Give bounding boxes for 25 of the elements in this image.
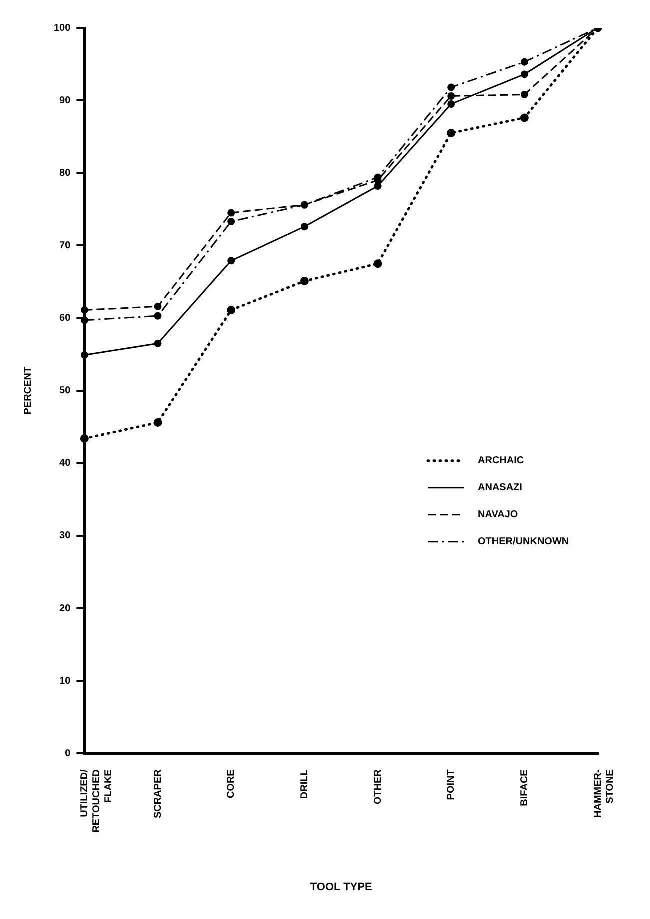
y-tick-label: 90 [60,95,72,106]
y-tick-label: 0 [65,748,72,760]
y-tick-label: 10 [60,676,72,687]
legend-label: OTHER/UNKNOWN [478,536,570,548]
y-tick-label: 40 [60,458,72,470]
x-axis-title: TOOL TYPE [310,881,372,894]
x-tick-label: CORE [226,769,238,799]
x-tick-label: SCRAPER [152,768,164,819]
x-tick-label: UTILIZED/RETOUCHED FLAKE [79,769,114,833]
y-tick-label: 50 [60,386,72,397]
x-tick-label: POINT [446,770,458,800]
y-tick-label: 80 [60,168,72,179]
y-tick-label: 60 [60,313,72,324]
x-tick-label: HAMMER-STONE [592,769,616,818]
y-tick-label: 70 [60,240,72,252]
y-axis-title: PERCENT [22,366,34,415]
y-tick-label: 100 [54,22,72,34]
legend-label: ARCHAIC [478,456,524,467]
x-tick-label: OTHER [372,768,384,805]
x-tick-label: BIFACE [519,769,530,806]
y-tick-label: 20 [60,603,72,614]
legend-label: ANASAZI [478,482,523,494]
legend-label: NAVAJO [478,510,518,521]
y-tick-label: 30 [60,530,72,542]
x-tick-label: DRILL [299,770,310,800]
